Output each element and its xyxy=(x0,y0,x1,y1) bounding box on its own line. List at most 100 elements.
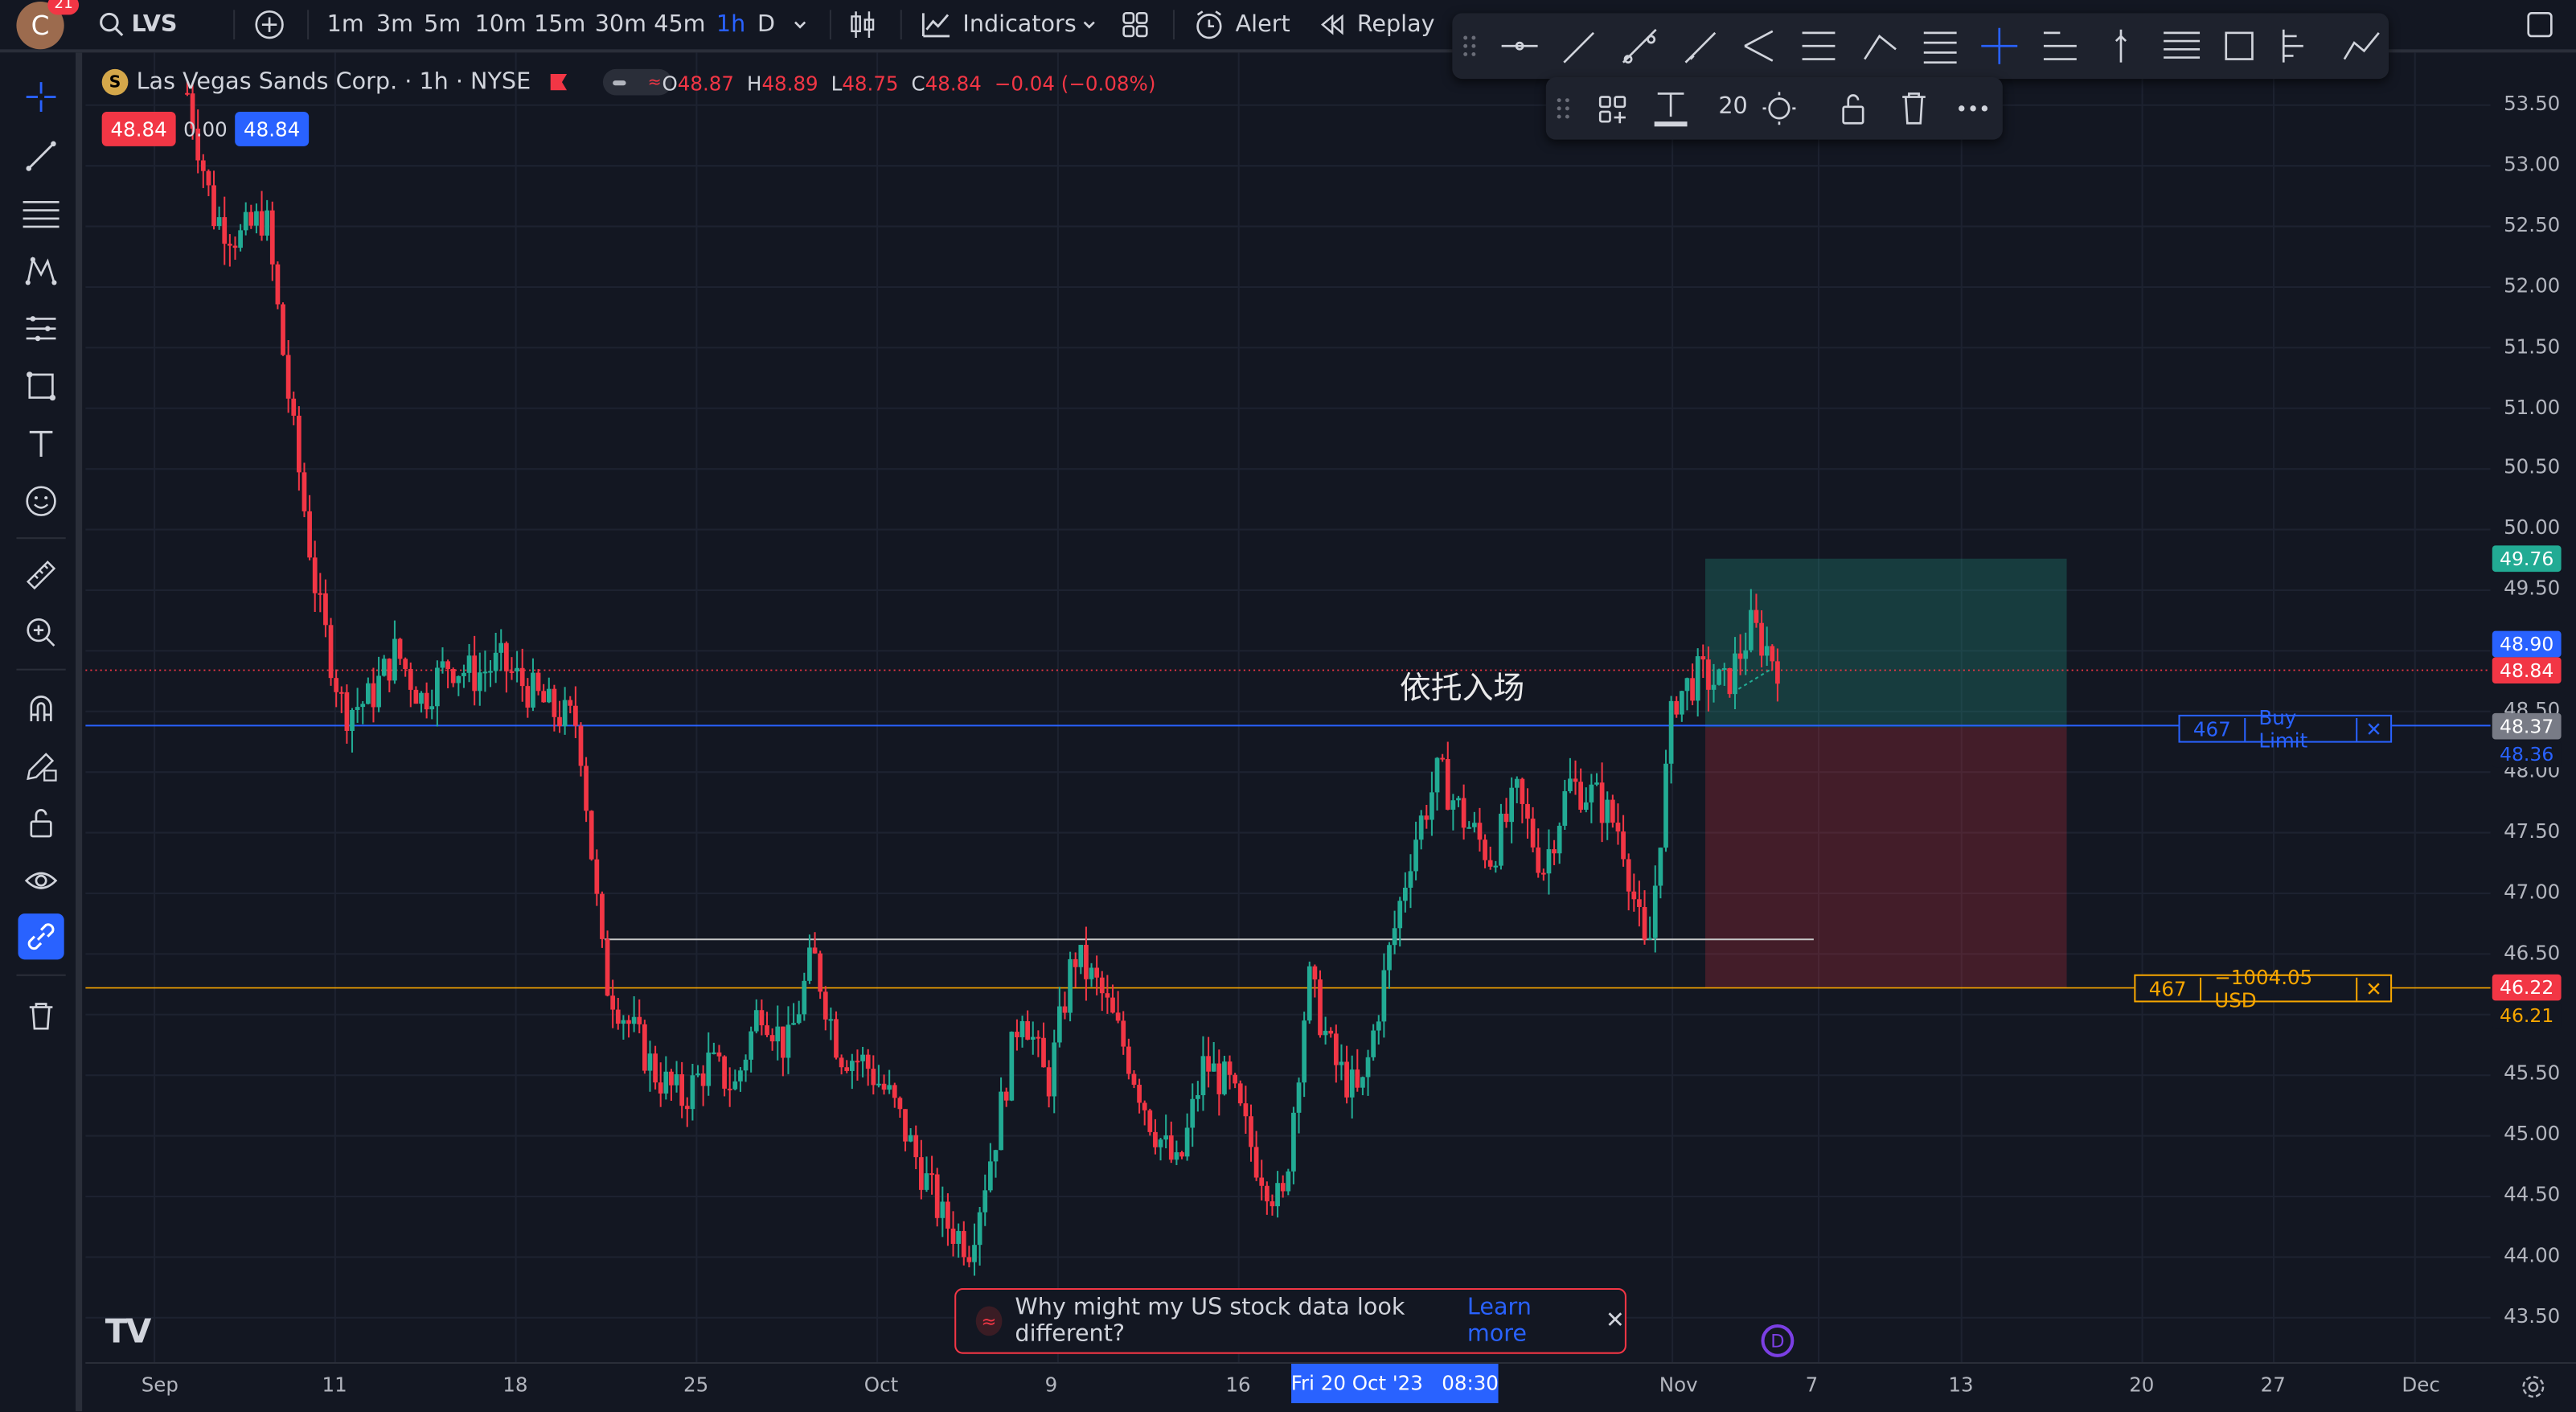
magnet-tool-button[interactable] xyxy=(18,685,64,731)
candle-body xyxy=(887,1085,892,1090)
measure-tool-button[interactable] xyxy=(18,552,64,598)
hide-drawings-button[interactable] xyxy=(18,858,64,904)
drawing-tools-sidebar xyxy=(0,52,83,1412)
interval-45m[interactable]: 45m xyxy=(654,11,706,38)
candle-body xyxy=(1349,1069,1355,1098)
chart-type-button[interactable] xyxy=(846,0,879,49)
smiley-icon xyxy=(26,486,56,516)
templates-button[interactable] xyxy=(1121,0,1151,49)
interval-1m[interactable]: 1m xyxy=(326,11,364,38)
price-axis[interactable]: 53.50 53.00 52.50 52.00 51.50 51.00 50.50 50.00… xyxy=(2491,52,2576,1362)
emoji-tool-button[interactable] xyxy=(18,478,64,524)
stop-loss-order[interactable]: 467 −1004.05 USD ✕ xyxy=(2134,965,2393,1012)
flag-icon[interactable] xyxy=(550,73,568,91)
candle-body xyxy=(1190,1098,1196,1128)
settings-button[interactable] xyxy=(2521,1373,2547,1406)
replay-button[interactable]: Replay xyxy=(1318,0,1435,49)
candle-body xyxy=(424,692,429,710)
fib-tool-button[interactable] xyxy=(18,191,64,236)
candle-body xyxy=(865,1054,871,1069)
candle-body xyxy=(445,661,450,670)
divider xyxy=(233,10,236,40)
buy-limit-order[interactable]: 467 Buy Limit ✕ xyxy=(2178,706,2393,752)
candle-body xyxy=(855,1061,860,1063)
market-status-pill[interactable]: ≈ xyxy=(603,68,672,96)
fullscreen-button[interactable] xyxy=(2525,0,2555,49)
time-tick-label: 20 xyxy=(2129,1373,2155,1397)
interval-30m[interactable]: 30m xyxy=(594,11,646,38)
candle-body xyxy=(1503,813,1509,823)
interval-D[interactable]: D xyxy=(757,11,776,38)
stay-in-drawing-mode-button[interactable] xyxy=(18,743,64,789)
horizontal-lines-icon xyxy=(23,201,59,228)
chart-text-annotation[interactable]: 依托入场 xyxy=(1399,670,1525,707)
candle-body xyxy=(1360,1077,1365,1088)
candle-body xyxy=(1450,800,1456,810)
trend-line-tool-button[interactable] xyxy=(18,133,64,179)
close-icon[interactable]: ✕ xyxy=(1605,1307,1625,1335)
candle-body xyxy=(1483,839,1487,860)
interval-10m[interactable]: 10m xyxy=(474,11,527,38)
close-icon[interactable]: ✕ xyxy=(2356,976,2390,1000)
buy-button[interactable]: 48.84 xyxy=(235,111,310,146)
indicators-button[interactable]: Indicators xyxy=(920,0,1077,49)
candle-body xyxy=(610,995,616,1010)
text-tool-button[interactable] xyxy=(18,421,64,466)
chart-pane[interactable] xyxy=(85,52,2491,1362)
candle-body xyxy=(1775,661,1780,684)
candle-body xyxy=(413,689,419,704)
candle-body xyxy=(653,1053,658,1083)
candle-body xyxy=(519,667,525,687)
candle-body xyxy=(1445,759,1450,810)
candle-body xyxy=(1227,1061,1233,1075)
alert-button[interactable]: Alert xyxy=(1192,0,1290,49)
time-axis[interactable]: Fri 20 Oct '23 08:30 Sep 11 18 25 Oct 9 16 Nov 7… xyxy=(85,1361,2576,1411)
candle-body xyxy=(546,688,552,703)
interval-1h[interactable]: 1h xyxy=(716,11,746,38)
candle-body xyxy=(328,625,334,679)
candle-body xyxy=(1509,787,1515,823)
sell-button[interactable]: 48.84 xyxy=(101,111,176,146)
trend-line-icon xyxy=(26,141,56,171)
candle-body xyxy=(972,1245,977,1262)
divider xyxy=(16,974,66,976)
remove-drawings-button[interactable] xyxy=(18,992,64,1038)
candle-body xyxy=(684,1106,690,1110)
lock-drawings-button[interactable] xyxy=(18,800,64,846)
interval-dropdown[interactable] xyxy=(790,0,810,49)
time-tick-label: 13 xyxy=(1948,1373,1974,1397)
divider xyxy=(829,10,831,40)
crosshair-tool-button[interactable] xyxy=(18,74,64,120)
tradingview-logo[interactable]: TV xyxy=(105,1311,151,1351)
interval-5m[interactable]: 5m xyxy=(424,11,461,38)
shapes-tool-button[interactable] xyxy=(18,363,64,409)
candle-body xyxy=(301,472,307,511)
price-chart[interactable] xyxy=(85,52,2491,1362)
candle-body xyxy=(695,1073,700,1076)
font-size-value[interactable]: 20 xyxy=(1718,93,1748,121)
candle-body xyxy=(1323,1030,1328,1036)
candle-body xyxy=(1674,700,1680,715)
indicators-dropdown[interactable] xyxy=(1079,0,1099,49)
candle-body xyxy=(1147,1110,1153,1132)
zoom-tool-button[interactable] xyxy=(18,610,64,655)
time-tick-label: 18 xyxy=(502,1373,528,1397)
drag-handle-icon xyxy=(1557,98,1569,119)
symbol-search-button[interactable]: LVS xyxy=(99,0,178,49)
avatar[interactable]: C 21 xyxy=(16,0,80,50)
symbol-legend[interactable]: S Las Vegas Sands Corp. · 1h · NYSE ≈ xyxy=(101,68,672,96)
compare-symbol-button[interactable] xyxy=(253,0,286,49)
dividend-marker[interactable]: D xyxy=(1761,1324,1795,1357)
candle-body xyxy=(828,1019,834,1021)
sync-drawings-button[interactable] xyxy=(18,913,64,960)
candle-body xyxy=(466,655,472,673)
interval-15m[interactable]: 15m xyxy=(534,11,586,38)
candle-body xyxy=(1737,653,1743,659)
learn-more-link[interactable]: Learn more xyxy=(1466,1295,1532,1348)
close-icon[interactable]: ✕ xyxy=(2356,716,2390,741)
pattern-tool-button[interactable] xyxy=(18,248,64,294)
interval-3m[interactable]: 3m xyxy=(375,11,414,38)
forecast-tool-button[interactable] xyxy=(18,306,64,351)
candle-body xyxy=(387,659,392,681)
time-tick-label: Nov xyxy=(1659,1373,1698,1397)
